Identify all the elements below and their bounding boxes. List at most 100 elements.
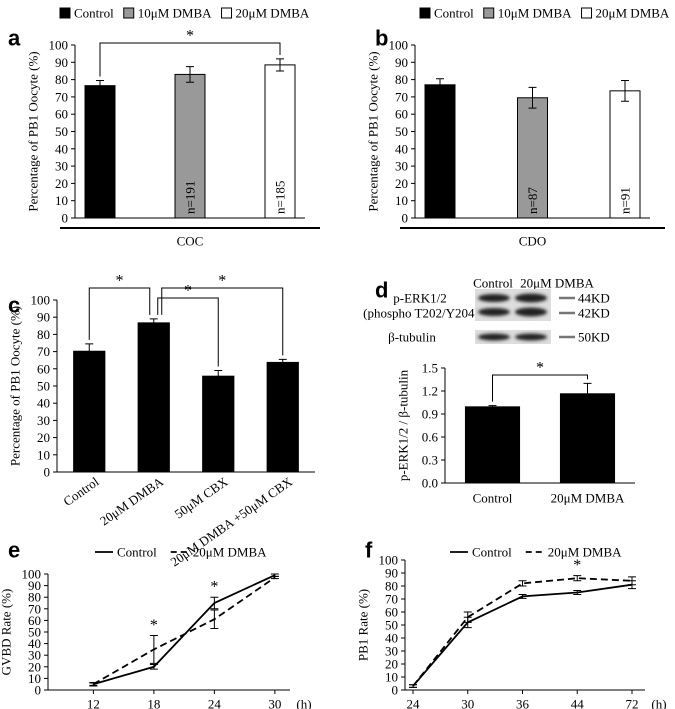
bar (73, 350, 106, 472)
y-tick-label: 1.5 (422, 361, 438, 376)
error-bar (528, 86, 537, 109)
bar (517, 97, 548, 219)
y-tick-label: 50 (385, 618, 398, 633)
panel-letter: d (375, 278, 388, 303)
y-tick-label: 60 (395, 107, 408, 122)
error-bar (276, 58, 284, 72)
lane-label: Control (473, 276, 513, 291)
error-bar (149, 634, 158, 664)
error-bar (463, 611, 472, 623)
x-tick-label: 24 (407, 697, 421, 709)
significance-star: * (186, 28, 194, 45)
y-tick-label: 50 (55, 124, 68, 139)
legend-swatch (419, 7, 431, 19)
blot-row-label: (phospho T202/Y204) (363, 306, 479, 321)
blot-row-label: β-tubulin (388, 330, 436, 345)
y-tick-label: 50 (28, 625, 41, 640)
y-tick-label: 0 (62, 211, 69, 226)
y-tick-label: 30 (37, 413, 50, 428)
y-tick-label: 10 (28, 671, 41, 686)
legend-swatch (221, 7, 233, 19)
y-tick-label: 80 (28, 590, 41, 605)
n-label: n=87 (525, 187, 540, 214)
blot-background (475, 289, 551, 321)
size-label: 50KD (578, 330, 610, 345)
y-tick-label: 30 (385, 644, 398, 659)
n-label: n=91 (618, 187, 633, 214)
legend-label: 10μM DMBA (138, 6, 212, 21)
n-label: n=98 (433, 187, 448, 214)
n-label: n=191 (183, 181, 198, 214)
y-tick-label: 10 (395, 193, 408, 208)
bar (266, 361, 299, 472)
significance-star: * (536, 360, 544, 377)
y-tick-label: 40 (37, 396, 50, 411)
bar (424, 84, 456, 219)
error-bar (628, 576, 636, 586)
y-tick-label: 30 (55, 159, 68, 174)
y-tick-label: 0 (44, 465, 51, 480)
y-tick-label: 60 (385, 605, 398, 620)
y-tick-label: 80 (385, 579, 398, 594)
error-bar (621, 79, 629, 102)
error-bar (149, 663, 158, 670)
legend-label: 10μM DMBA (498, 6, 572, 21)
y-tick-label: 20 (385, 657, 398, 672)
panel-letter: a (8, 26, 21, 51)
error-bar (573, 590, 582, 595)
y-tick-label: 10 (385, 670, 398, 685)
y-tick-label: 0.9 (422, 407, 438, 422)
error-bar (278, 358, 287, 365)
x-tick-label: 44 (571, 697, 585, 709)
y-tick-label: 50 (395, 124, 408, 139)
legend-label: 20μM DMBA (548, 545, 622, 560)
bar (264, 64, 296, 219)
error-bar (214, 370, 223, 382)
y-axis-title: Percentage of PB1 Oocyte (%) (366, 51, 381, 211)
panel-letter: f (365, 538, 373, 563)
y-tick-label: 80 (395, 72, 408, 87)
y-tick-label: 90 (55, 55, 68, 70)
n-label: n=180 (93, 181, 108, 214)
western-blot: Control 20μM DMBA p-ERK1/2 (phospho T202… (363, 276, 610, 345)
y-tick-label: 0 (402, 211, 409, 226)
significance-bracket (492, 374, 588, 402)
bar (137, 322, 170, 472)
significance-star: * (573, 557, 581, 574)
error-bar (409, 684, 417, 688)
y-tick-label: 90 (385, 566, 398, 581)
legend-label: 20μM DMBA (193, 545, 267, 560)
legend-swatch (483, 7, 495, 19)
blot-bands (478, 293, 547, 341)
y-axis-title: GVBD Rate (%) (0, 589, 14, 676)
error-bar (210, 609, 219, 630)
y-tick-label: 40 (385, 631, 398, 646)
y-tick-label: 0 (35, 683, 42, 698)
bar (464, 406, 521, 483)
size-label: 44KD (578, 291, 610, 306)
group-label: COC (177, 234, 204, 249)
error-bar (518, 580, 527, 587)
y-tick-label: 10 (37, 447, 50, 462)
y-tick-label: 70 (28, 601, 41, 616)
x-tick-label: Control (473, 491, 513, 506)
significance-bracket (99, 42, 281, 77)
y-axis-title: Percentage of PB1 Oocyte (%) (8, 306, 23, 466)
error-bar (518, 593, 527, 599)
error-bar (89, 681, 98, 687)
y-tick-label: 100 (49, 38, 69, 53)
y-tick-label: 30 (28, 648, 41, 663)
y-tick-label: 20 (28, 659, 41, 674)
x-tick-label: 24 (208, 697, 222, 709)
x-unit: (h) (651, 697, 666, 709)
legend-label: Control (117, 545, 157, 560)
legend-label: 20μM DMBA (236, 6, 310, 21)
y-tick-label: 40 (395, 141, 408, 156)
series-line (92, 576, 276, 685)
y-tick-label: 10 (55, 193, 68, 208)
legend-swatch (581, 7, 593, 19)
n-label: n=115 (146, 435, 161, 468)
bar (84, 85, 116, 219)
n-label: n=185 (273, 181, 288, 214)
